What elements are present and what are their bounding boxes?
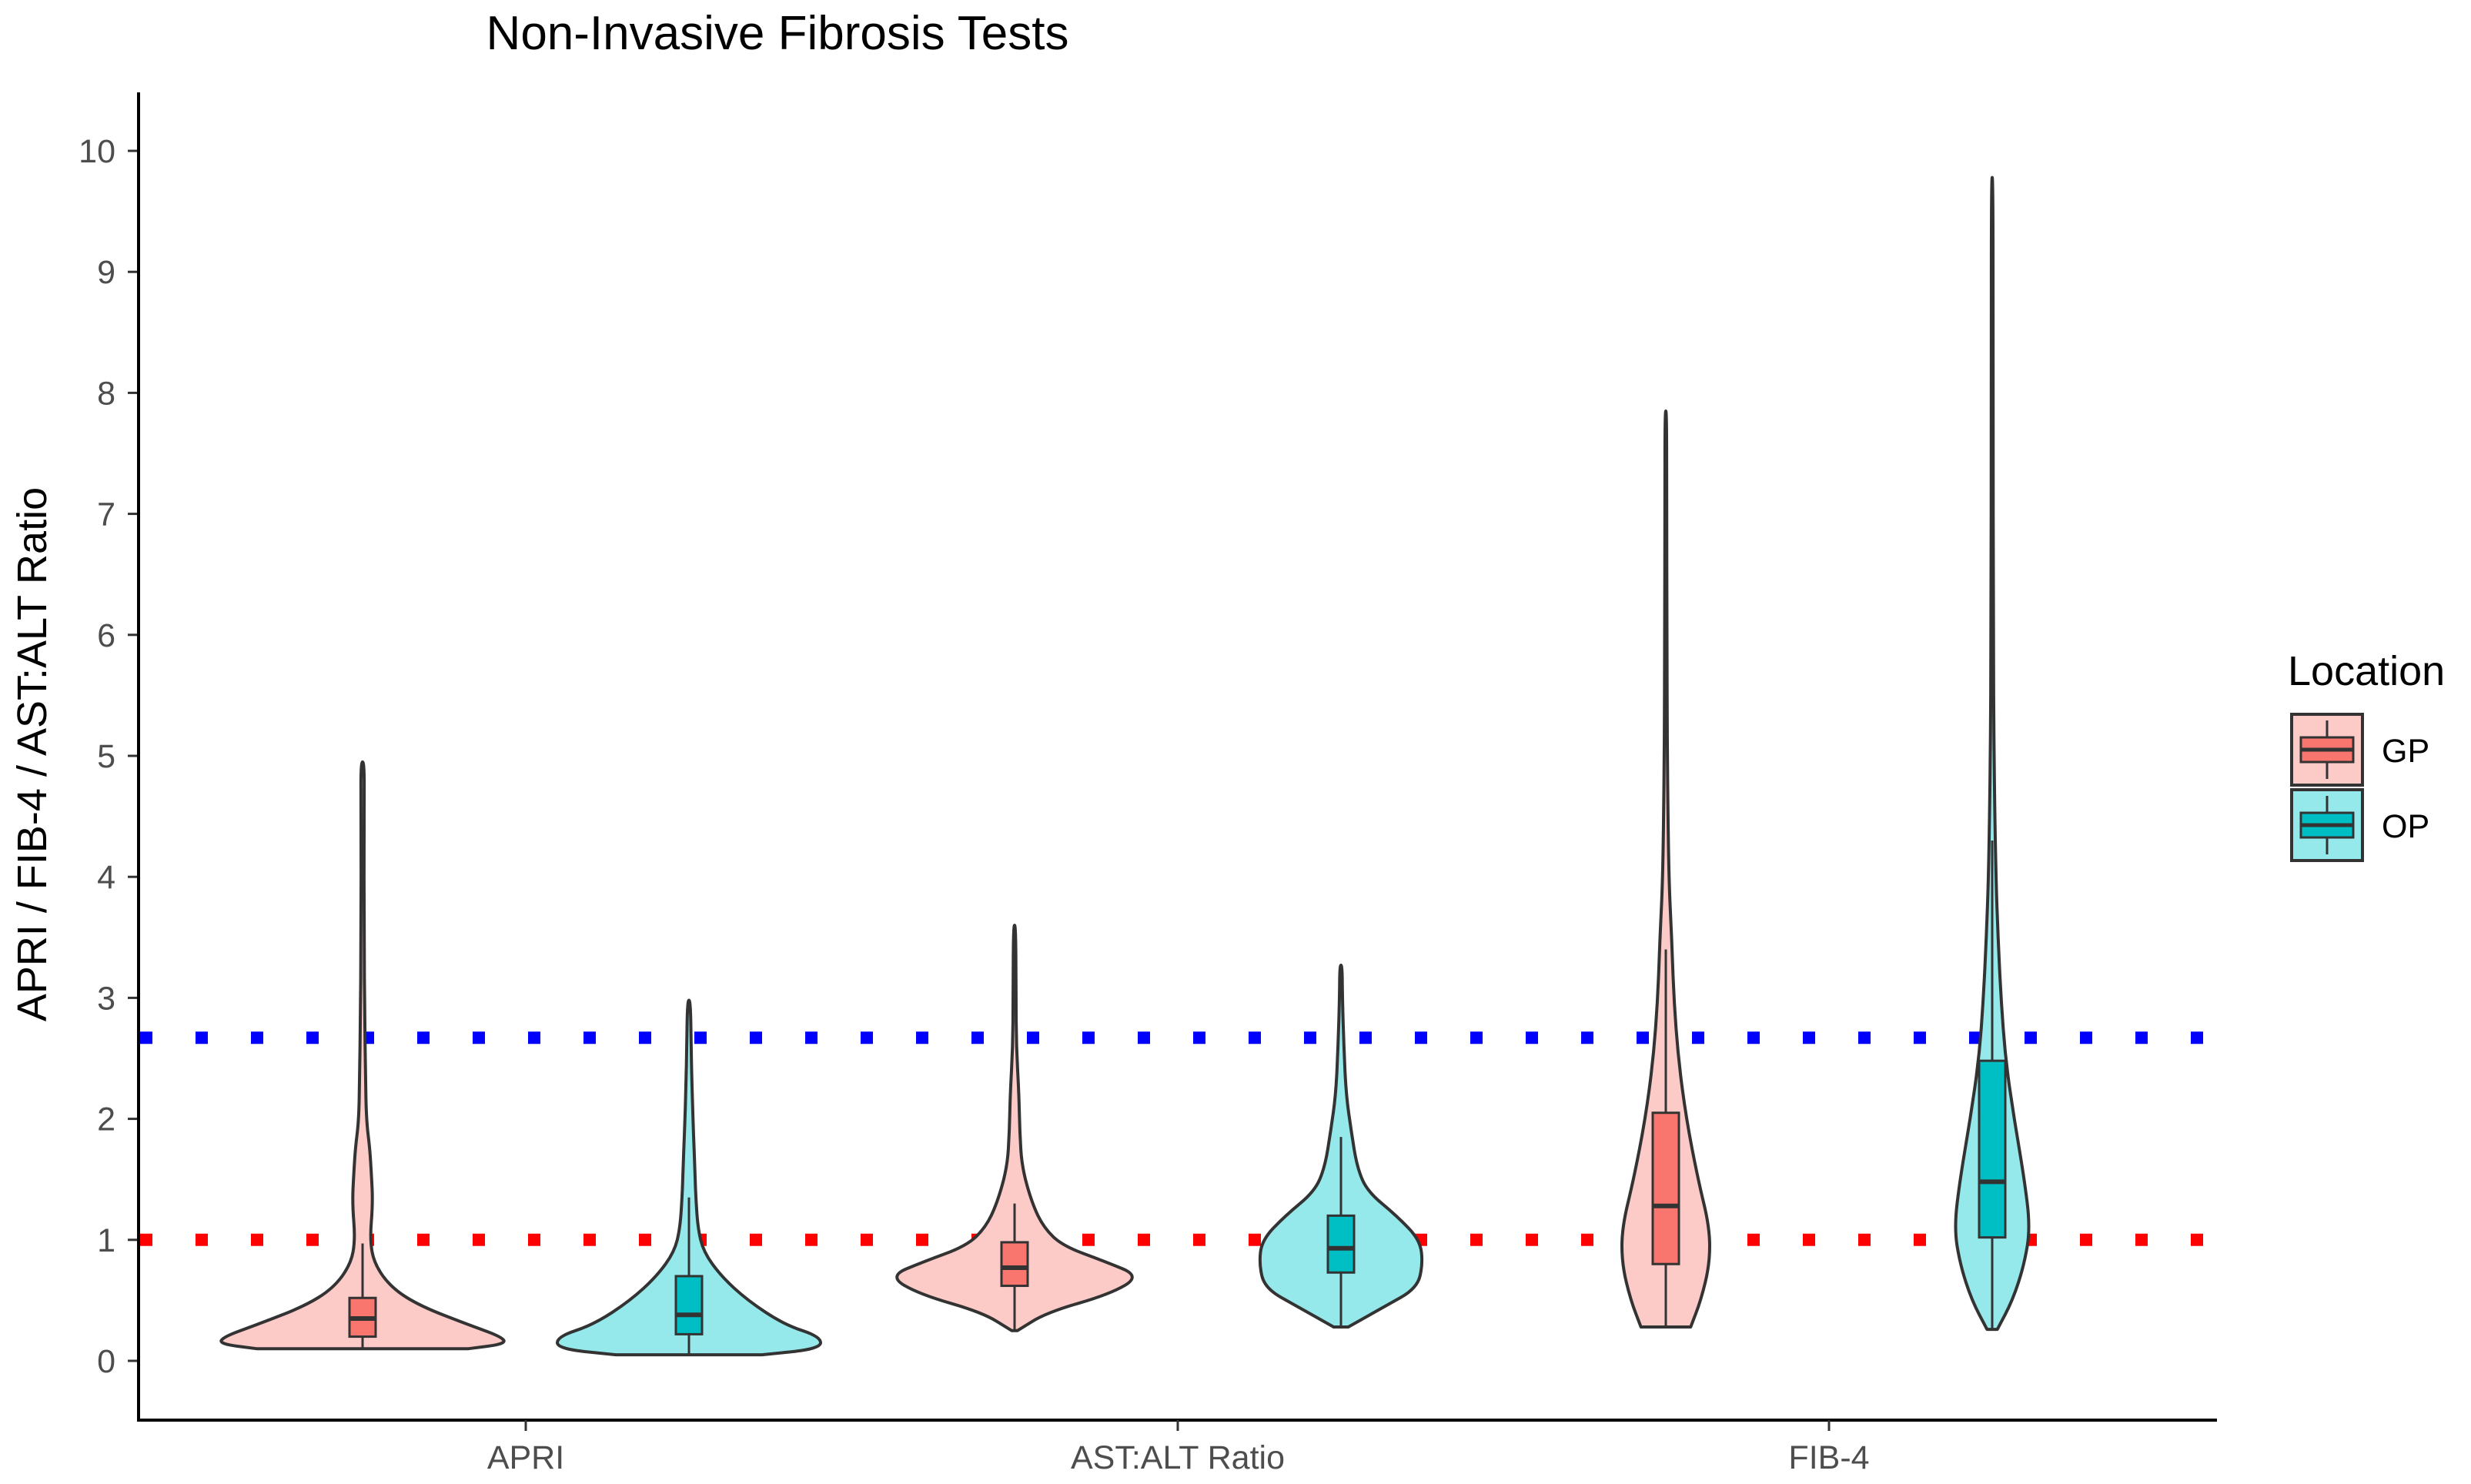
y-axis-ticks: 0 1 2 3 4 5 6 7 8 9 10 (79, 133, 139, 1380)
legend: Location GP OP (2288, 648, 2445, 862)
y-tick-label: 9 (97, 254, 115, 291)
y-tick-label: 3 (97, 980, 115, 1017)
x-tick-label: FIB-4 (1788, 1439, 1869, 1476)
violin-op-fib-4 (1954, 175, 2031, 1332)
legend-label: GP (2382, 733, 2429, 770)
y-tick-label: 2 (97, 1101, 115, 1138)
box-iqr (1978, 1059, 2007, 1239)
y-axis-label: APRI / FIB-4 / AST:ALT Ratio (9, 487, 55, 1021)
y-tick-label: 5 (97, 738, 115, 775)
violin-gp-ast-alt-ratio (895, 924, 1134, 1332)
violin-shape (219, 760, 506, 1351)
violins (219, 175, 2031, 1357)
violin-shape (895, 924, 1134, 1332)
violin-op-ast-alt-ratio (1258, 964, 1424, 1329)
violin-shape (556, 998, 822, 1357)
chart-title: Non-Invasive Fibrosis Tests (487, 7, 1069, 60)
violin-shape (1954, 175, 2031, 1332)
y-tick-label: 4 (97, 859, 115, 896)
violin-op-apri (556, 998, 822, 1357)
x-tick-label: AST:ALT Ratio (1071, 1439, 1285, 1476)
legend-item-gp: GP (2290, 713, 2429, 787)
legend-label: OP (2382, 808, 2429, 845)
y-tick-label: 0 (97, 1343, 115, 1380)
y-tick-label: 8 (97, 375, 115, 412)
reference-lines (140, 1031, 2217, 1246)
legend-item-op: OP (2290, 788, 2429, 862)
box-iqr (674, 1275, 704, 1335)
violin-gp-fib-4 (1620, 409, 1711, 1329)
box-iqr (1326, 1214, 1356, 1274)
y-tick-label: 1 (97, 1222, 115, 1259)
violin-gp-apri (219, 760, 506, 1351)
x-tick-label: APRI (487, 1439, 564, 1476)
violin-shape (1620, 409, 1711, 1329)
axes (137, 92, 2217, 1422)
box-iqr (1000, 1241, 1029, 1288)
legend-title: Location (2288, 648, 2445, 694)
box-iqr (1651, 1111, 1680, 1265)
y-tick-label: 7 (97, 496, 115, 533)
y-tick-label: 6 (97, 617, 115, 654)
x-axis-ticks: APRI AST:ALT Ratio FIB-4 (487, 1420, 1870, 1476)
y-tick-label: 10 (79, 133, 115, 170)
